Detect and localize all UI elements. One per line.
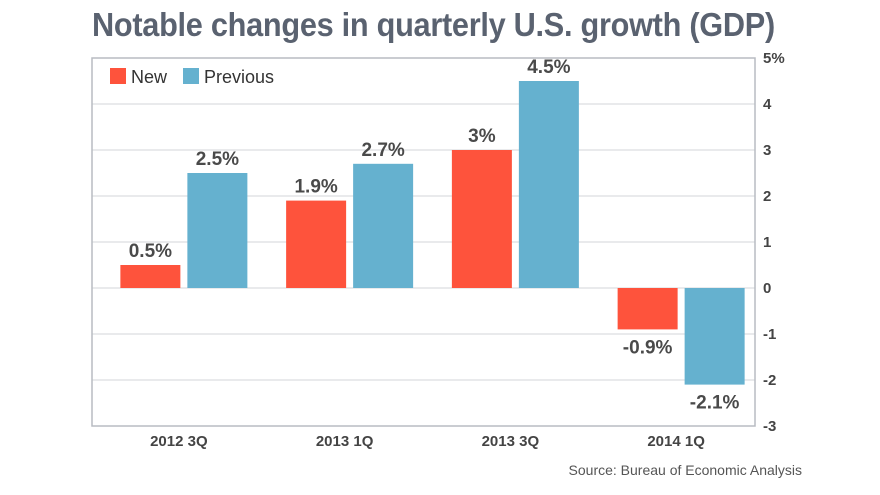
chart-title: Notable changes in quarterly U.S. growth… [92,6,775,43]
source-note: Source: Bureau of Economic Analysis [568,462,802,478]
data-label: 2.7% [361,140,404,161]
data-label: -0.9% [623,337,673,358]
bars [120,81,745,385]
x-tick-label: 2013 3Q [482,433,540,450]
y-tick-label: 1 [763,234,771,251]
data-labels: 0.5% 2.5% 1.9% 2.7% 3% 4.5% -0.9% -2.1% [129,57,740,414]
bar-new [120,265,181,288]
bar-previous [684,288,745,385]
bar-previous [518,81,579,288]
bar-new [617,288,678,330]
bar-new [286,200,347,288]
y-tick-label: -3 [763,418,776,435]
bar-previous [187,173,248,288]
y-tick-label: -2 [763,372,776,389]
legend-label-new: New [131,67,168,87]
legend-label-previous: Previous [204,67,274,87]
y-tick-label: 5% [763,50,785,67]
plot-frame [91,57,756,427]
y-tick-label: 0 [763,280,771,297]
x-tick-label: 2012 3Q [150,433,208,450]
x-axis-ticks: 2012 3Q 2013 1Q 2013 3Q 2014 1Q [150,433,705,450]
x-tick-label: 2014 1Q [647,433,705,450]
data-label: 1.9% [294,177,337,198]
legend-swatch-previous [183,68,199,84]
y-tick-label: -1 [763,326,776,343]
bar-new [451,150,512,288]
y-tick-label: 2 [763,188,771,205]
data-label: -2.1% [690,393,740,414]
legend: New Previous [110,67,274,87]
data-label: 0.5% [129,241,172,262]
y-axis-ticks: 5% 4 3 2 1 0 -1 -2 -3 [763,50,785,435]
data-label: 4.5% [527,57,570,78]
x-tick-label: 2013 1Q [316,433,374,450]
data-label: 3% [468,126,496,147]
y-tick-label: 3 [763,142,771,159]
data-label: 2.5% [196,149,239,170]
bar-previous [353,163,414,288]
y-tick-label: 4 [763,96,772,113]
legend-swatch-new [110,68,126,84]
